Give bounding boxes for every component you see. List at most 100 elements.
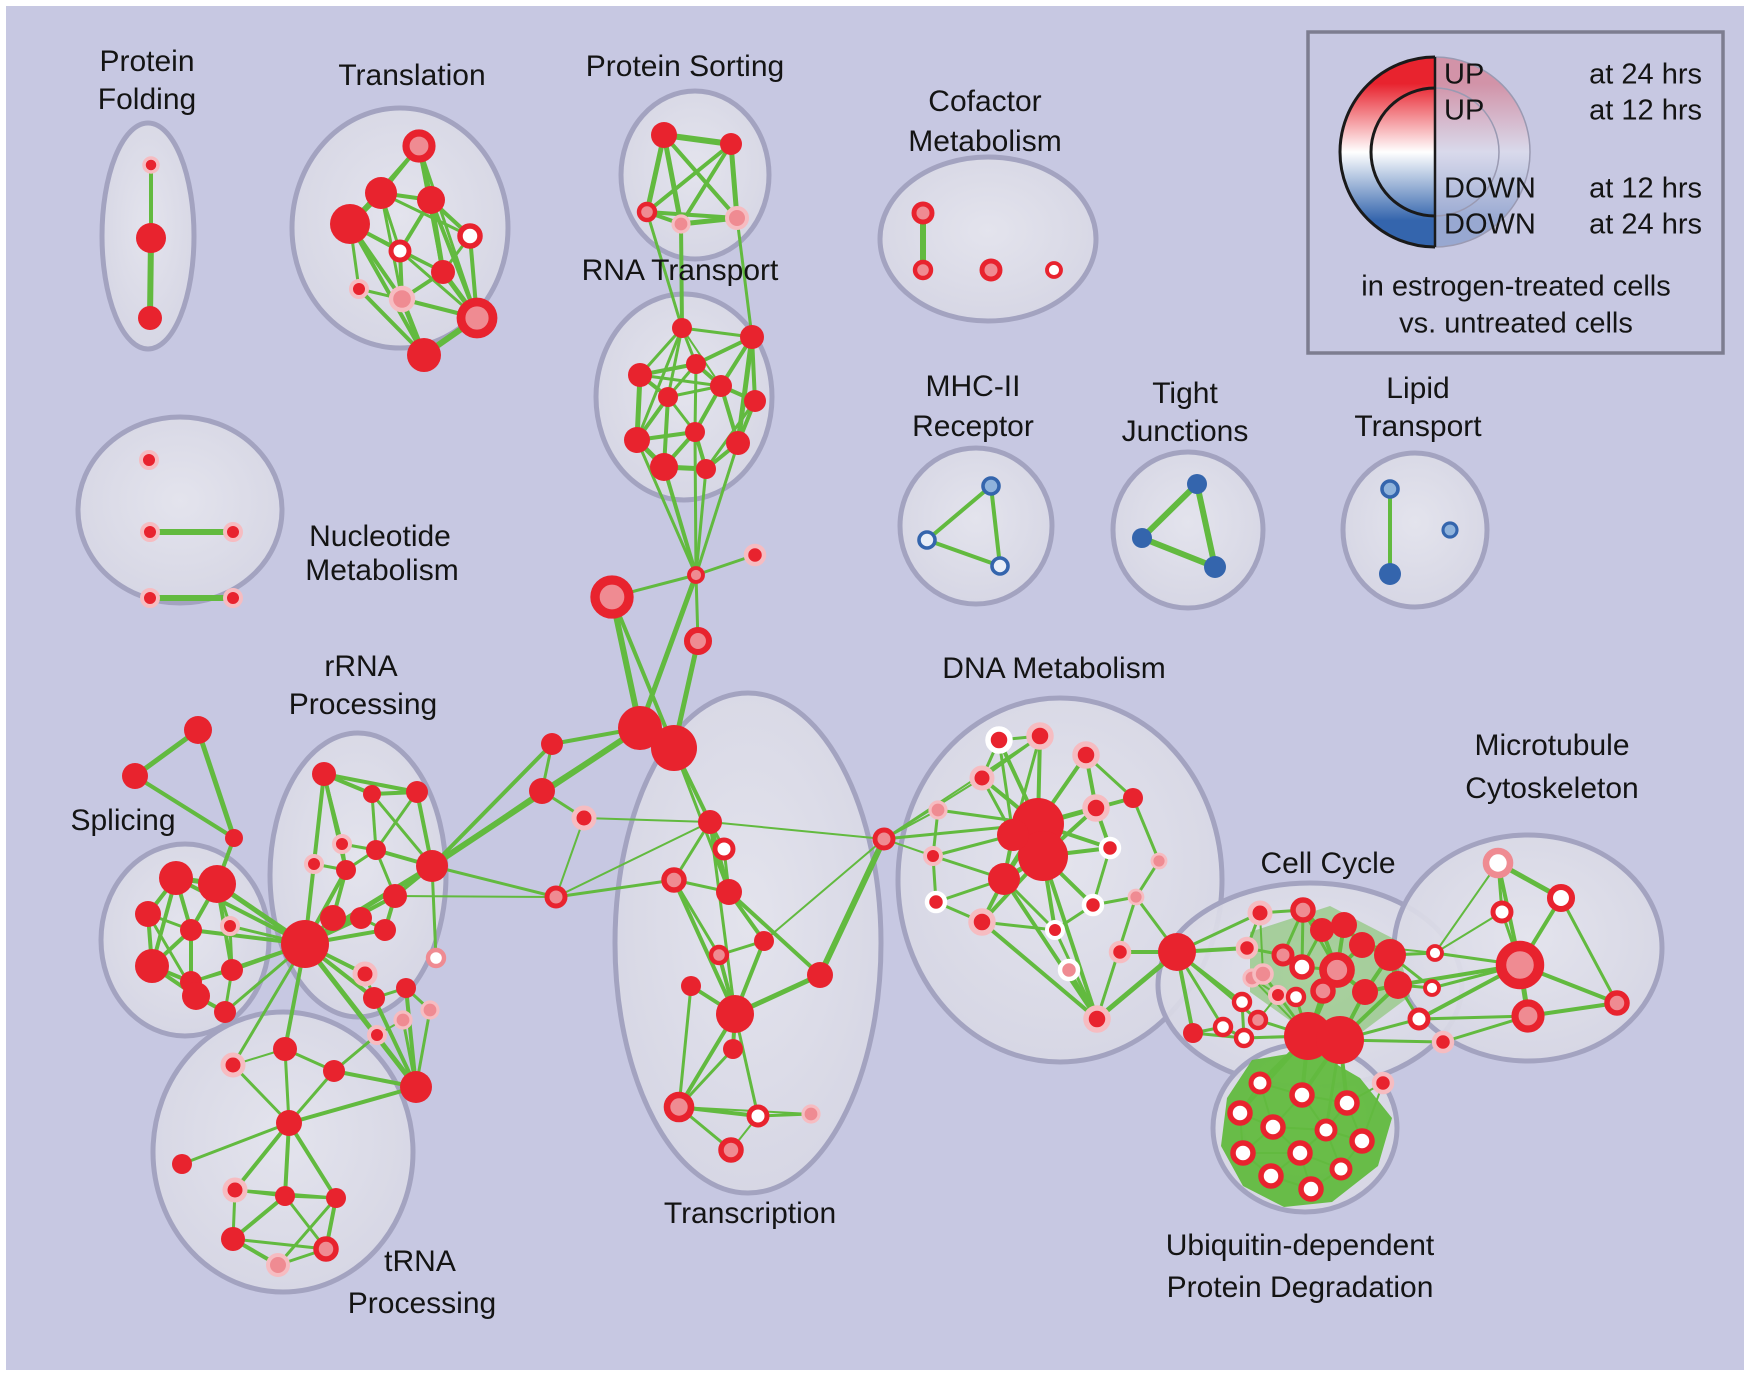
network-node (313, 1236, 339, 1262)
cluster-label-transcription: Transcription (664, 1197, 836, 1230)
network-node (671, 214, 691, 234)
network-node (332, 834, 352, 854)
network-node (400, 1071, 432, 1103)
cluster-label-microtubule-cytoskeleton: Cytoskeleton (1465, 772, 1638, 805)
edge (1002, 877, 1099, 1021)
edge (1434, 911, 1503, 954)
network-node (1511, 999, 1545, 1033)
network-node (1441, 521, 1459, 539)
network-node (726, 431, 750, 455)
cluster-label-rrna-processing: rRNA (324, 650, 397, 683)
network-node (1212, 1016, 1234, 1038)
network-node (281, 920, 329, 968)
network-node (683, 626, 713, 656)
network-node (744, 390, 766, 412)
edge (583, 817, 711, 823)
edge (180, 1121, 291, 1166)
edge (989, 484, 1002, 568)
network-node (142, 156, 160, 174)
network-node (367, 1025, 387, 1045)
network-node (1379, 563, 1401, 585)
cluster-ellipse-cofactor-metabolism (877, 154, 1099, 324)
network-node (979, 258, 1003, 282)
edge (645, 210, 684, 330)
network-node (1380, 479, 1400, 499)
network-node (136, 223, 166, 253)
network-node (1490, 900, 1514, 924)
network-node (457, 223, 483, 249)
edge (231, 1063, 291, 1125)
edge (174, 876, 307, 946)
edge (661, 132, 684, 227)
network-node (225, 829, 243, 847)
edge (727, 890, 822, 977)
edge (554, 878, 676, 899)
edge (372, 996, 418, 1089)
network-node (708, 944, 730, 966)
network-node (985, 726, 1013, 754)
edge (694, 467, 708, 577)
cluster-ellipse-mhc-ii-receptor (897, 445, 1055, 607)
cluster-ellipse-trna-processing (150, 1009, 416, 1295)
network-node (1233, 1027, 1255, 1049)
network-node (336, 860, 356, 880)
network-node (198, 865, 236, 903)
network-node (1227, 1100, 1253, 1126)
network-edges (132, 132, 1619, 1267)
network-node (1083, 1005, 1111, 1033)
cluster-ellipse-tight-junctions (1110, 449, 1266, 611)
network-node (743, 543, 767, 567)
network-node (1316, 1016, 1364, 1064)
network-node (571, 805, 597, 831)
network-node (1298, 1176, 1324, 1202)
network-node (716, 995, 754, 1033)
cluster-label-cofactor-metabolism: Metabolism (908, 125, 1061, 158)
network-node (222, 1177, 248, 1203)
network-node (917, 530, 937, 550)
network-node (1248, 1071, 1272, 1095)
cluster-label-tight-junctions: Junctions (1122, 415, 1249, 448)
legend-note: in estrogen-treated cells (1361, 271, 1671, 303)
edge (693, 430, 698, 577)
cluster-label-ubiquitin-degradation: Ubiquitin-dependent (1166, 1229, 1435, 1262)
cluster-label-mhc-ii-receptor: MHC-II (926, 370, 1021, 403)
network-node (1247, 900, 1273, 926)
edge (133, 774, 236, 840)
network-node (1252, 963, 1274, 985)
edge (609, 594, 643, 731)
network-node (1314, 1118, 1338, 1142)
network-node (968, 908, 996, 936)
cluster-label-nucleotide-metabolism: Nucleotide (309, 520, 451, 553)
network-node (1319, 952, 1355, 988)
network-node (716, 879, 742, 905)
network-node (273, 1037, 297, 1061)
network-node (912, 259, 934, 281)
network-node (1349, 932, 1375, 958)
network-node (1123, 788, 1143, 808)
network-node (696, 459, 716, 479)
network-node (723, 1039, 743, 1059)
edge (1434, 862, 1499, 954)
network-node (1230, 1140, 1256, 1166)
network-node (220, 916, 240, 936)
edge (693, 362, 698, 434)
network-node (1132, 528, 1152, 548)
network-node (1495, 940, 1545, 990)
network-node (1384, 971, 1412, 999)
edge (555, 817, 585, 898)
network-node (1187, 474, 1207, 494)
edge (1417, 1014, 1530, 1021)
network-node (740, 325, 764, 349)
network-node (416, 850, 448, 882)
network-node (628, 363, 652, 387)
network-node (1426, 944, 1444, 962)
edge (430, 864, 558, 899)
legend-inner-ring-faded (1434, 87, 1500, 217)
edge (817, 836, 887, 978)
legend-entry-time: at 24 hrs (1589, 209, 1702, 241)
legend-entry-time: at 12 hrs (1589, 95, 1702, 127)
edge (635, 326, 684, 442)
network-node (1231, 991, 1253, 1013)
network-node (122, 763, 148, 789)
cluster-label-rna-transport: RNA Transport (582, 254, 779, 287)
